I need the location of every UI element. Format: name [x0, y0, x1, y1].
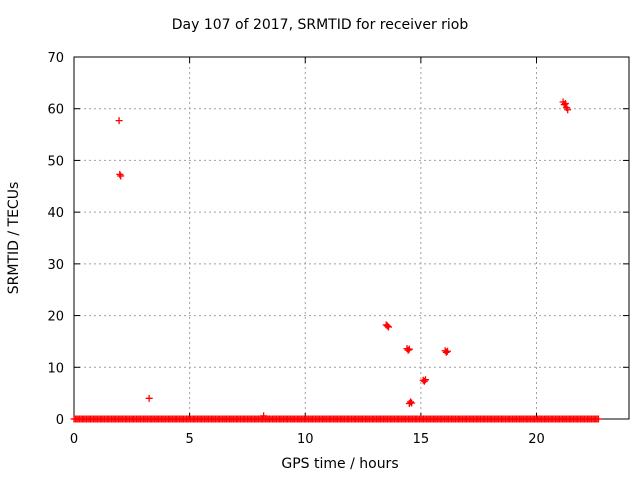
data-point — [117, 172, 125, 180]
data-point — [408, 399, 416, 407]
y-tick-label: 20 — [47, 310, 64, 325]
x-tick-label: 0 — [70, 432, 78, 447]
data-point — [405, 345, 413, 353]
data-point — [422, 376, 429, 384]
baseline-point — [594, 415, 602, 423]
x-axis-label: GPS time / hours — [281, 456, 399, 472]
data-point — [115, 117, 123, 125]
grid-lines — [74, 57, 629, 419]
y-tick-label: 50 — [47, 154, 64, 169]
data-point — [564, 106, 572, 114]
data-point — [260, 412, 268, 420]
x-tick-label: 15 — [413, 432, 430, 447]
x-tick-label: 20 — [528, 432, 545, 447]
data-point — [561, 100, 569, 108]
y-axis-label: SRMTID / TECUs — [6, 181, 22, 295]
data-point — [406, 398, 414, 406]
data-points — [70, 98, 602, 423]
y-tick-label: 40 — [47, 206, 64, 221]
axis-ticks: 0 5 10 15 20 0 10 20 30 40 50 60 70 — [47, 51, 629, 447]
y-tick-label: 0 — [56, 413, 64, 428]
data-point — [385, 323, 392, 331]
data-point — [116, 170, 124, 178]
plot-area-frame — [73, 56, 630, 420]
data-point — [420, 377, 428, 385]
x-tick-label: 10 — [297, 432, 314, 447]
y-tick-label: 60 — [47, 103, 64, 118]
y-tick-label: 70 — [47, 51, 64, 66]
y-tick-label: 30 — [47, 258, 64, 273]
data-point — [145, 394, 153, 402]
y-tick-label: 10 — [47, 361, 64, 376]
data-point — [383, 322, 391, 330]
data-point — [443, 347, 451, 355]
data-point — [442, 348, 450, 356]
x-tick-label: 5 — [185, 432, 193, 447]
data-point — [404, 346, 412, 354]
chart-title: Day 107 of 2017, SRMTID for receiver rio… — [171, 17, 469, 33]
